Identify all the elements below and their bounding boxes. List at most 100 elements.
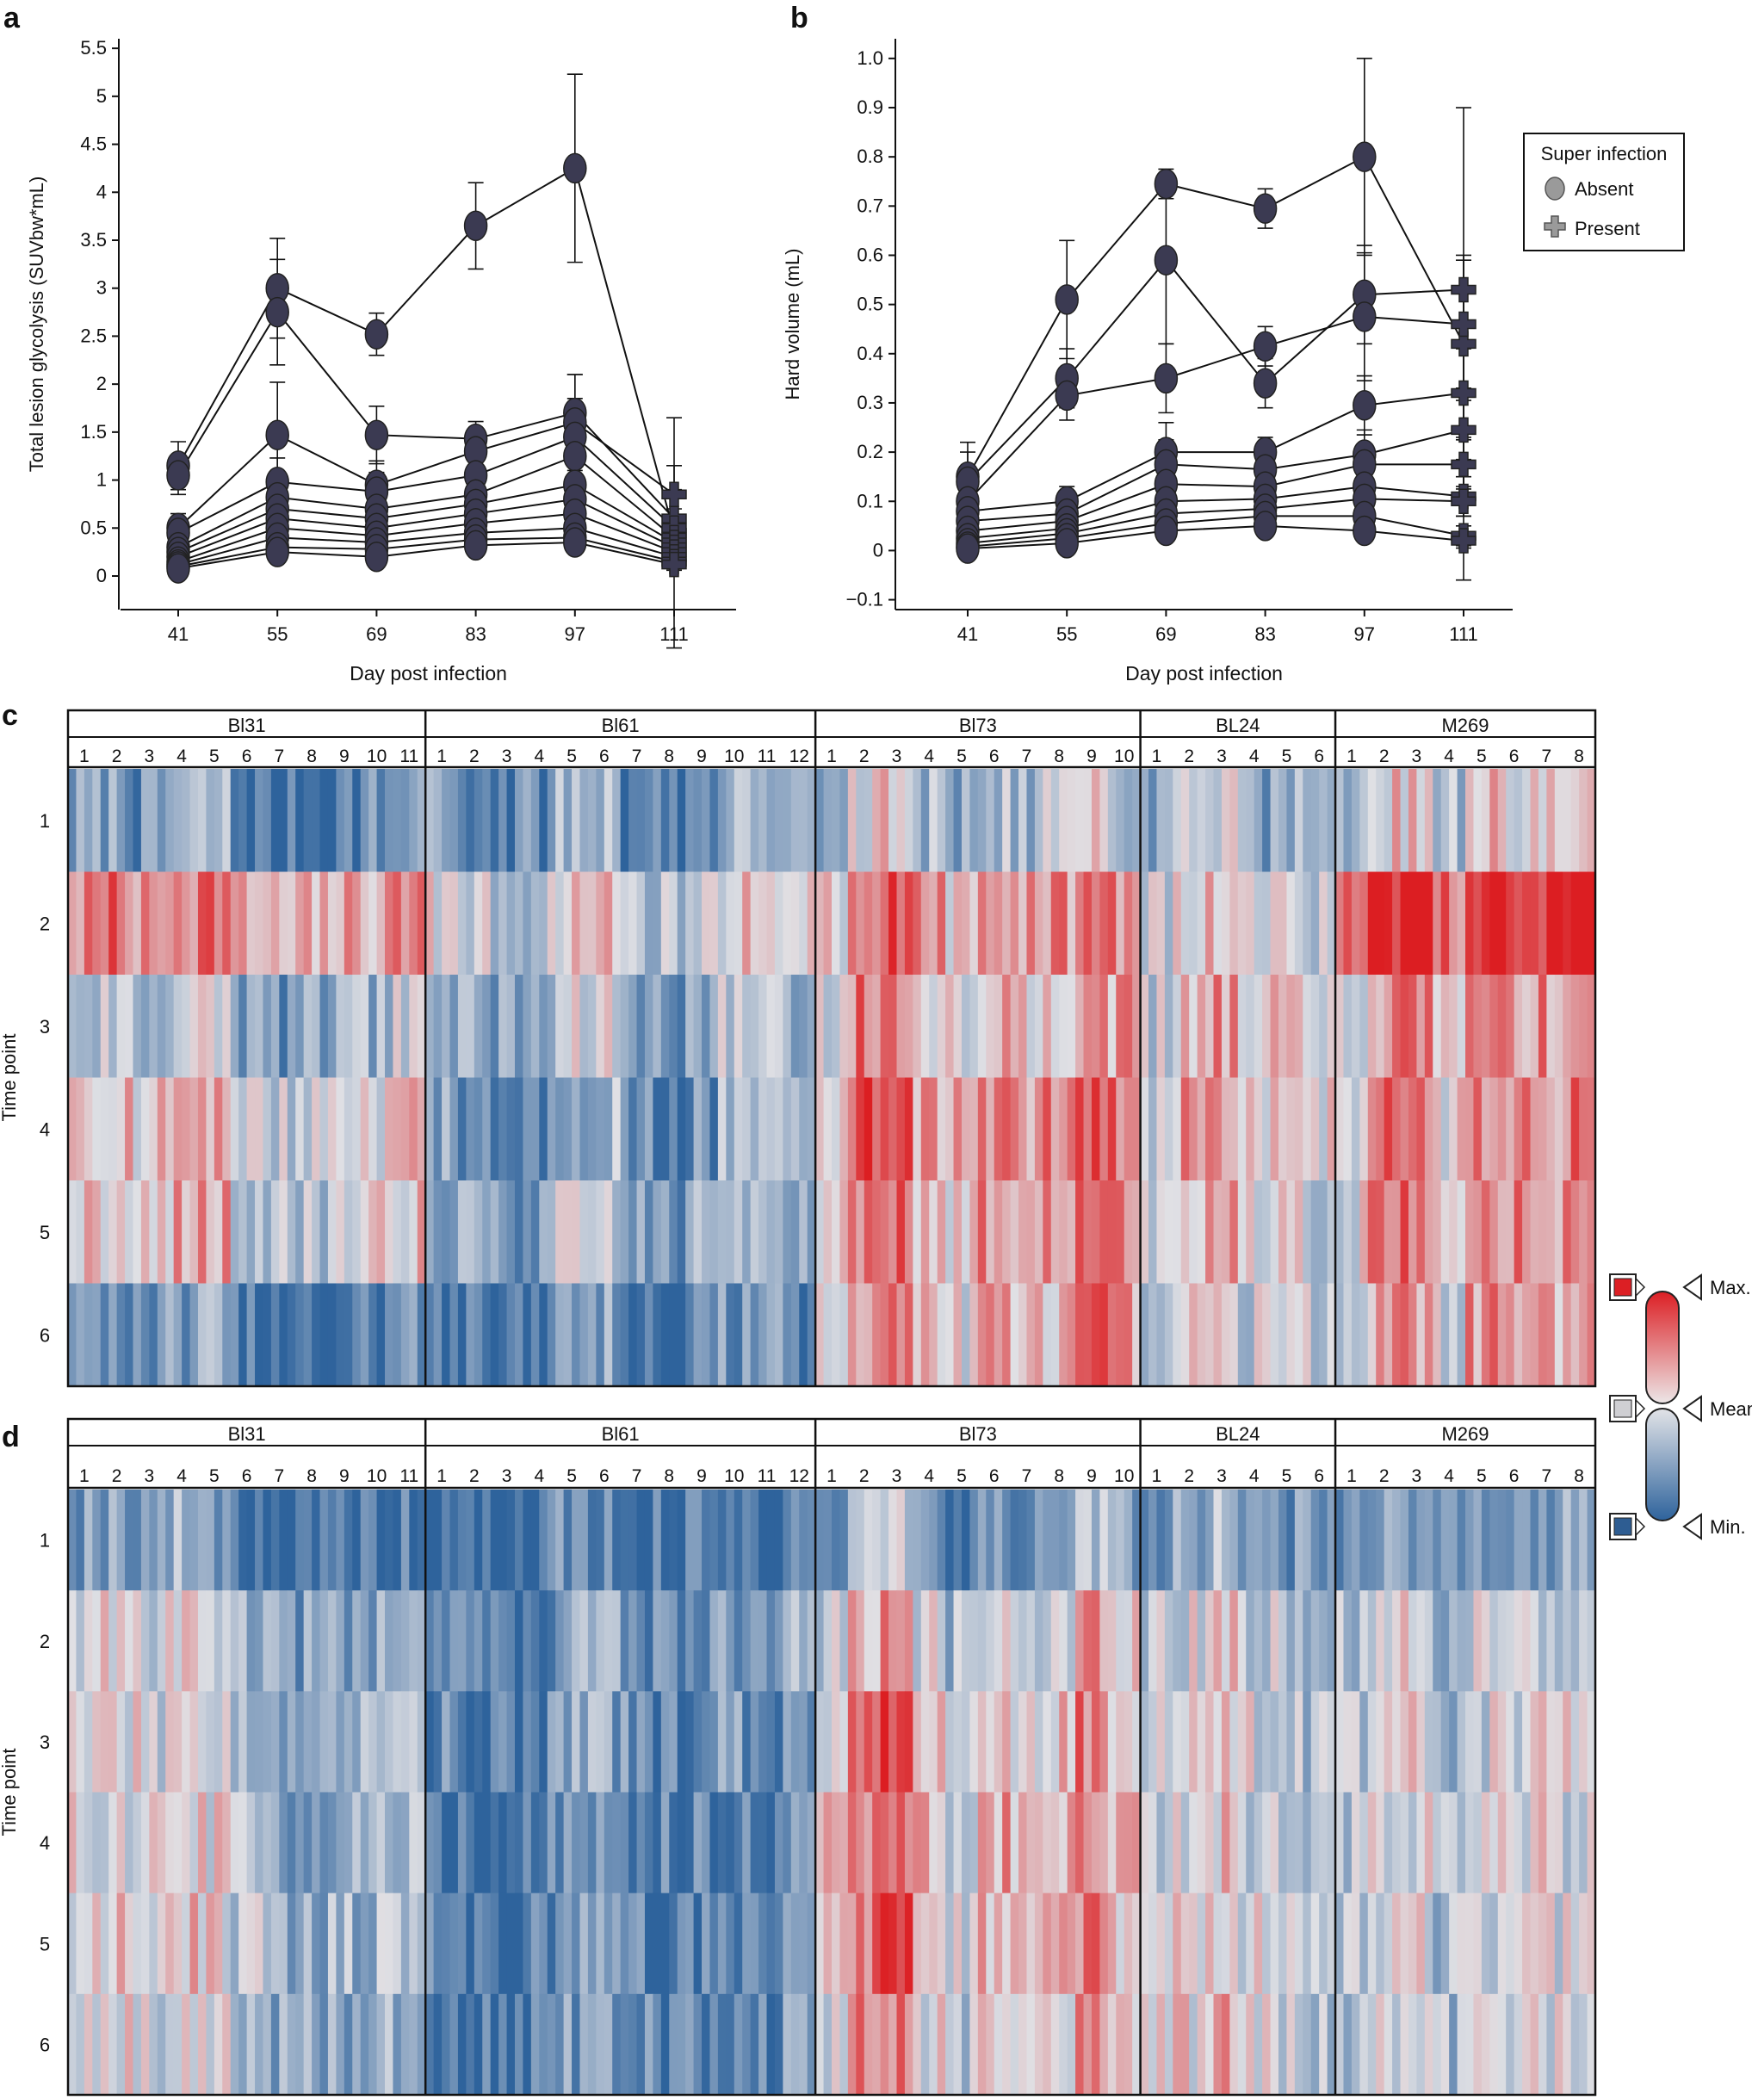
heatmap-cell [961, 1283, 971, 1387]
heatmap-cell [1099, 1283, 1109, 1387]
heatmap-cell [474, 1077, 483, 1181]
heatmap-cell [312, 1792, 321, 1894]
heatmap-cell [1189, 1691, 1198, 1793]
heatmap-cell [319, 1691, 329, 1793]
heatmap-cell [312, 1180, 321, 1285]
heatmap-cell [1384, 1993, 1393, 2096]
data-point-present [1451, 488, 1477, 515]
heatmap-cell [125, 1180, 134, 1285]
heatmap-cell [360, 1077, 369, 1181]
heatmap-cell [133, 1892, 142, 1995]
heatmap-cell [790, 1180, 800, 1285]
heatmap-cell [1262, 1490, 1272, 1591]
heatmap-cell [994, 1993, 1003, 2096]
series-line [177, 436, 675, 534]
heatmap-cell [1124, 871, 1133, 976]
heatmap-cell [1278, 1490, 1288, 1591]
heatmap-cell [693, 1180, 703, 1285]
heatmap-cell [847, 1490, 857, 1591]
heatmap-cell [449, 1490, 459, 1591]
heatmap-cell [880, 1892, 889, 1995]
heatmap-cell [783, 1691, 792, 1793]
heatmap-cell [1107, 1691, 1117, 1793]
heatmap-cell [68, 1283, 77, 1387]
column-label: 3 [502, 1466, 512, 1486]
heatmap-cell [400, 1077, 410, 1181]
heatmap-cell [1164, 1077, 1173, 1181]
heatmap-cell [1246, 1077, 1255, 1181]
heatmap-cell [839, 1490, 849, 1591]
heatmap-cell [466, 1691, 475, 1793]
heatmap-cell [360, 1180, 369, 1285]
heatmap-cell [555, 1993, 565, 2096]
heatmap-cell [1002, 1590, 1012, 1692]
heatmap-cell [255, 1077, 264, 1181]
heatmap-cell [376, 871, 386, 976]
heatmap-cell [1465, 769, 1475, 873]
heatmap-cell [856, 871, 865, 976]
heatmap-cell [815, 1892, 825, 1995]
heatmap-cell [986, 1490, 995, 1591]
heatmap-cell [1180, 1490, 1190, 1591]
heatmap-cell [116, 1892, 126, 1995]
column-label: 6 [1314, 1466, 1324, 1486]
heatmap-cell [1376, 1180, 1385, 1285]
heatmap-cell [653, 1590, 662, 1692]
heatmap-cell [490, 1892, 499, 1995]
heatmap-cell [1303, 871, 1312, 976]
heatmap-cell [920, 871, 930, 976]
heatmap-cell [165, 1691, 175, 1793]
heatmap-cell [92, 1892, 102, 1995]
heatmap-cell [1221, 1792, 1230, 1894]
heatmap-cell [295, 975, 305, 1079]
heatmap-cell [449, 871, 459, 976]
heatmap-cell [279, 1077, 288, 1181]
y-tick-label: 0.8 [857, 146, 883, 167]
heatmap-cell [1376, 1993, 1385, 2096]
heatmap-cell [100, 1077, 109, 1181]
heatmap-cell [1554, 1792, 1563, 1894]
heatmap-cell [1343, 1283, 1353, 1387]
heatmap-cell [864, 871, 873, 976]
heatmap-cell [1351, 975, 1360, 1079]
heatmap-cell [352, 975, 362, 1079]
heatmap-cell [587, 1691, 597, 1793]
heatmap-cell [125, 1892, 134, 1995]
heatmap-cell [506, 769, 516, 873]
heatmap-cell [1067, 1892, 1076, 1995]
heatmap-cell [100, 1590, 109, 1692]
heatmap-cell [222, 1792, 232, 1894]
heatmap-cell [1156, 1691, 1166, 1793]
heatmap-cell [604, 1283, 613, 1387]
heatmap-cell [1538, 1993, 1547, 2096]
heatmap-cell [530, 1077, 540, 1181]
heatmap-cell [864, 1077, 873, 1181]
heatmap-cell [1579, 1691, 1588, 1793]
panel-b-line-chart: b −0.100.10.20.30.40.50.60.70.80.91.041 5… [782, 2, 1685, 685]
heatmap-cell [977, 1490, 987, 1591]
series-line [177, 536, 675, 567]
heatmap-cell [222, 1691, 232, 1793]
heatmap-cell [1067, 975, 1076, 1079]
heatmap-cell [726, 1590, 735, 1692]
heatmap-cell [360, 1490, 369, 1591]
heatmap-cell [913, 975, 922, 1079]
y-tick-label: 1 [96, 469, 107, 491]
row-label: 5 [40, 1933, 50, 1954]
heatmap-cell [734, 1283, 743, 1387]
heatmap-cell [969, 975, 979, 1079]
y-axis-title: Hard volume (mL) [782, 248, 803, 400]
heatmap-cell [336, 1892, 345, 1995]
heatmap-cell [864, 1490, 873, 1591]
heatmap-cell [1327, 1283, 1336, 1387]
heatmap-cell [1229, 871, 1239, 976]
heatmap-cell [1554, 1590, 1563, 1692]
group-label: Bl73 [959, 1423, 997, 1445]
heatmap-cell [1180, 1590, 1190, 1692]
heatmap-cell [1229, 1691, 1239, 1793]
heatmap-cell [1449, 1180, 1458, 1285]
heatmap-cell [604, 1180, 613, 1285]
heatmap-cell [1465, 1077, 1475, 1181]
heatmap-cell [1400, 1993, 1409, 2096]
heatmap-cell [1465, 1283, 1475, 1387]
